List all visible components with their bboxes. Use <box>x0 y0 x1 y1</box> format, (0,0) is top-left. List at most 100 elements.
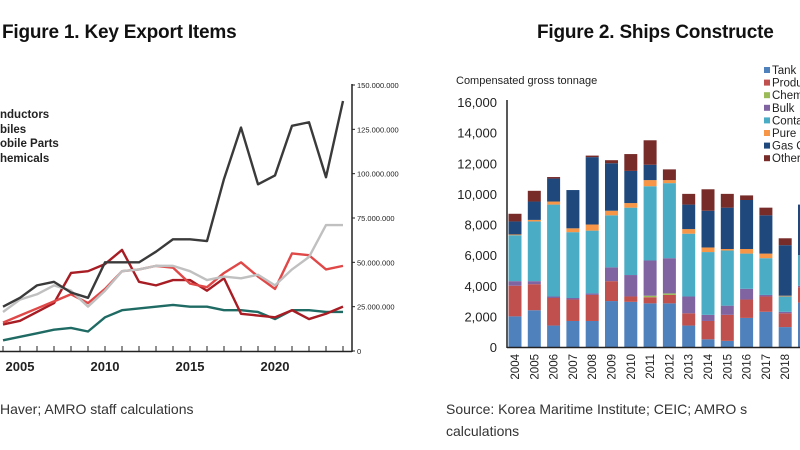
legend-label: Pure <box>772 128 796 140</box>
x-tick-label: 2018 <box>780 354 792 380</box>
bar-segment-other <box>508 213 522 222</box>
bar-segment-produ <box>508 285 522 317</box>
bar-segment-conta <box>701 252 715 315</box>
bar-segment-produ <box>759 296 773 312</box>
y-tick-label: 75.000.000 <box>357 214 395 223</box>
x-tick-label: 2013 <box>684 354 696 380</box>
bar-segment-bulk <box>759 294 773 297</box>
bar-segment-other <box>527 190 541 202</box>
bar-segment-tank <box>527 310 541 347</box>
figure1-source: Haver; AMRO staff calculations <box>0 401 194 417</box>
bar-segment-tank <box>662 303 676 347</box>
bar-segment-produ <box>682 313 696 326</box>
bar-segment-tank <box>585 320 599 347</box>
bar-segment-conta <box>682 233 696 297</box>
bar-segment-produ <box>566 299 580 321</box>
bar-segment-produ <box>778 313 792 328</box>
bar-segment-pure <box>605 210 618 216</box>
bar-segment-gas-c <box>778 245 792 296</box>
y-tick-label: 14,000 <box>457 126 497 141</box>
bar-segment-gas-c <box>682 204 696 230</box>
bar-segment-bulk <box>662 258 676 294</box>
bar-segment-gas-c <box>720 207 734 249</box>
legend-label: Produ <box>772 78 800 90</box>
bar-segment-pure <box>740 249 754 254</box>
bar-segment-chem <box>643 295 657 298</box>
figure2-title: Figure 2. Ships Constructe <box>537 22 774 43</box>
bar-segment-tank <box>605 301 618 347</box>
bar-segment-produ <box>605 281 618 302</box>
bar-segment-tank <box>720 340 734 347</box>
y-tick-label: 0 <box>490 340 497 355</box>
x-tick-label: 2017 <box>761 354 773 380</box>
bar-segment-bulk <box>798 285 800 288</box>
bar-segment-gas-c <box>605 163 618 211</box>
bar-segment-pure <box>508 234 522 236</box>
bar-segment-gas-c <box>624 170 638 204</box>
bar-segment-conta <box>662 183 676 259</box>
bar-segment-conta <box>585 230 599 294</box>
x-tick-label: 2010 <box>626 354 638 380</box>
bar-segment-conta <box>508 235 522 282</box>
bar-segment-other <box>547 177 561 179</box>
x-tick-label: 2005 <box>6 359 35 374</box>
bar-segment-tank <box>682 325 696 347</box>
bar-segment-produ <box>527 284 541 311</box>
y-tick-label: 100.000.000 <box>357 170 399 179</box>
x-tick-label: 2020 <box>261 359 290 374</box>
legend-swatch <box>764 155 770 162</box>
bar-segment-gas-c <box>547 178 561 202</box>
bar-segment-gas-c <box>508 221 522 235</box>
legend-label: Chem <box>772 90 800 102</box>
bar-segment-pure <box>759 253 773 259</box>
bar-segment-other <box>740 195 754 200</box>
bar-segment-other <box>682 193 696 205</box>
bar-segment-bulk <box>624 275 638 297</box>
bar-segment-gas-c <box>759 215 773 254</box>
series-line-1 <box>2 223 343 313</box>
y-tick-label: 6,000 <box>464 248 497 263</box>
legend-label: nductors <box>0 109 50 121</box>
bar-segment-produ <box>643 297 657 304</box>
y-tick-label: 2,000 <box>464 309 497 324</box>
series-line-3 <box>2 248 344 326</box>
bar-segment-conta <box>759 258 773 295</box>
bar-segment-produ <box>624 296 638 302</box>
bar-segment-other <box>720 193 734 208</box>
bar-segment-pure <box>720 249 734 251</box>
bar-segment-tank <box>624 301 638 347</box>
legend-label: obile Parts <box>0 138 59 150</box>
x-tick-label: 2015 <box>722 354 734 380</box>
bar-segment-other <box>778 238 792 246</box>
bar-segment-bulk <box>585 293 599 295</box>
bar-segment-tank <box>566 320 580 347</box>
bar-segment-tank <box>508 316 522 347</box>
y-tick-label: 8,000 <box>464 218 497 233</box>
y-tick-label: 16,000 <box>457 95 497 110</box>
bar-segment-gas-c <box>798 204 800 256</box>
y-tick-label: 50.000.000 <box>357 258 395 267</box>
bar-segment-other <box>662 169 676 181</box>
bar-segment-conta <box>547 204 561 297</box>
bar-segment-bulk <box>605 267 618 282</box>
bar-segment-bulk <box>682 296 696 314</box>
bar-segment-conta <box>720 250 734 306</box>
bar-segment-tank <box>701 339 715 347</box>
bar-segment-gas-c <box>701 210 715 248</box>
bar-segment-produ <box>798 287 800 303</box>
bar-segment-other <box>585 155 599 158</box>
bar-segment-conta <box>624 207 638 276</box>
y-tick-label: 12,000 <box>457 156 497 171</box>
legend-swatch <box>764 130 770 136</box>
bar-segment-pure <box>682 229 696 234</box>
bar-segment-chem <box>662 293 676 295</box>
legend-label: biles <box>0 123 27 136</box>
bar-segment-conta <box>605 215 618 268</box>
legend-label: Other <box>772 153 800 165</box>
bar-segment-gas-c <box>585 157 599 225</box>
y-axis-title: Compensated gross tonnage <box>456 75 597 87</box>
figure1-legend: nductors biles obile Parts hemicals <box>0 108 59 166</box>
series-line-2 <box>2 252 344 324</box>
bar-segment-produ <box>585 294 599 321</box>
x-tick-label: 2009 <box>607 354 619 380</box>
